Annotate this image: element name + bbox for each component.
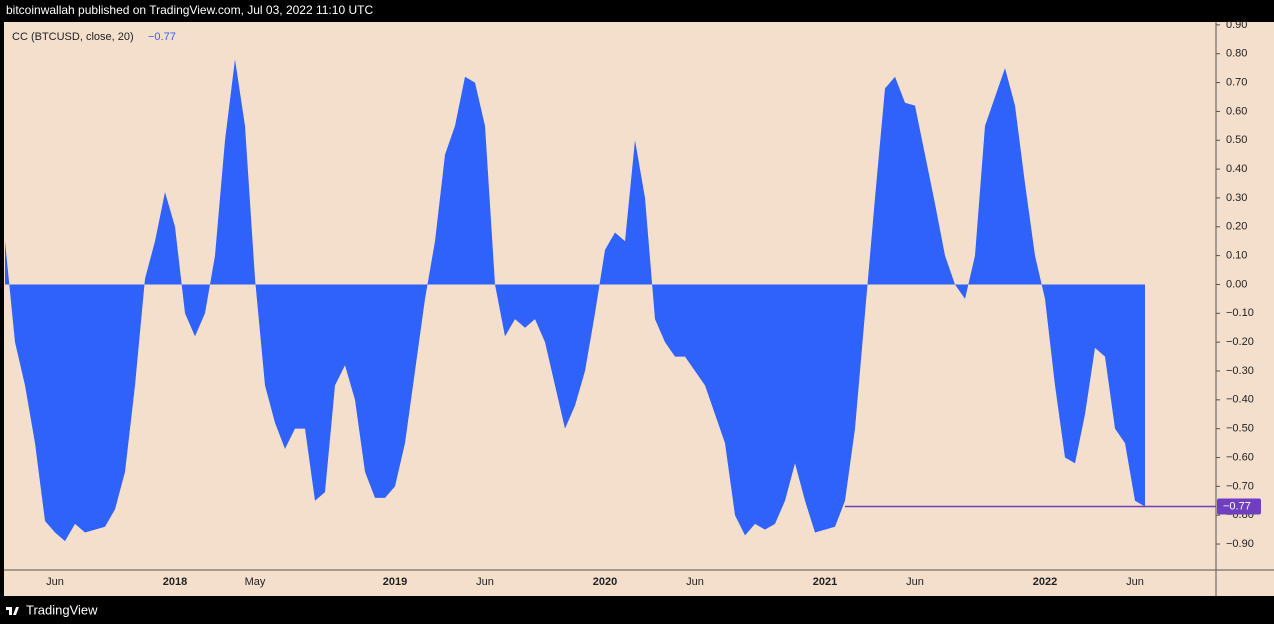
legend-value: −0.77 [148, 31, 176, 43]
y-tick-label: −0.30 [1226, 365, 1254, 377]
y-tick-label: −0.50 [1226, 423, 1254, 435]
y-tick-label: −0.20 [1226, 336, 1254, 348]
y-tick-label: 0.00 [1226, 278, 1247, 290]
y-tick-label: −0.90 [1226, 538, 1254, 550]
y-tick-label: −0.70 [1226, 480, 1254, 492]
price-badge [1217, 498, 1261, 515]
x-tick-label: 2022 [1033, 576, 1057, 588]
x-tick-label: Jun [46, 576, 64, 588]
price-badge-label: −0.77 [1223, 500, 1251, 512]
y-tick-label: 0.90 [1226, 19, 1247, 31]
y-tick-label: −0.40 [1226, 394, 1254, 406]
header: bitcoinwallah published on TradingView.c… [6, 3, 373, 17]
logo [6, 607, 19, 615]
x-tick-label: 2021 [813, 576, 837, 588]
x-tick-label: Jun [686, 576, 704, 588]
y-tick-label: −0.60 [1226, 451, 1254, 463]
y-tick-label: 0.70 [1226, 76, 1247, 88]
y-tick-label: 0.80 [1226, 48, 1247, 60]
area [5, 59, 1145, 542]
y-tick-label: 0.40 [1226, 163, 1247, 175]
y-tick-label: 0.20 [1226, 221, 1247, 233]
x-tick-label: Jun [1126, 576, 1144, 588]
x-tick-label: 2020 [593, 576, 617, 588]
legend-label: CC (BTCUSD, close, 20) [12, 31, 134, 43]
x-tick-label: 2019 [383, 576, 407, 588]
y-tick-label: 0.60 [1226, 105, 1247, 117]
y-tick-label: 0.30 [1226, 192, 1247, 204]
footer: TradingView [26, 602, 98, 617]
x-tick-label: Jun [476, 576, 494, 588]
x-tick-label: Jun [906, 576, 924, 588]
x-tick-label: 2018 [163, 576, 187, 588]
y-tick-label: 0.50 [1226, 134, 1247, 146]
x-tick-label: May [245, 576, 266, 588]
y-tick-label: −0.10 [1226, 307, 1254, 319]
y-tick-label: 0.10 [1226, 250, 1247, 262]
